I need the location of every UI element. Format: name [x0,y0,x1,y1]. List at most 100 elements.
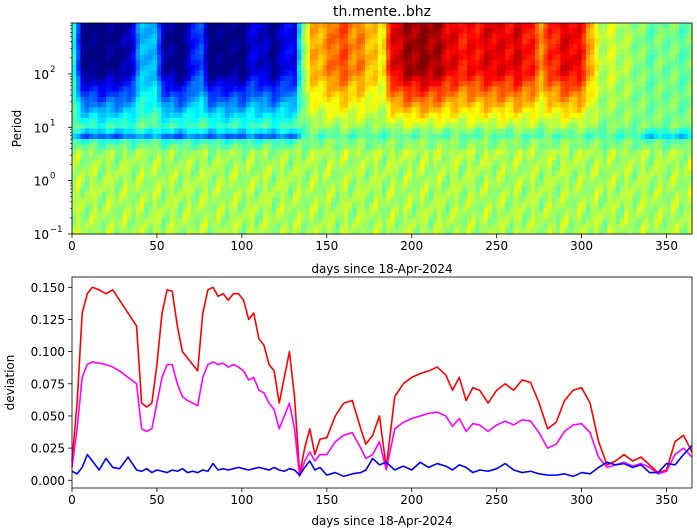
heatmap-cell [118,102,124,109]
heatmap-cell [152,81,158,87]
heatmap-cell [594,139,600,145]
heatmap-cell [297,202,302,209]
heatmap-cell [309,44,315,50]
heatmap-cell [331,186,336,193]
heatmap-cell [352,81,358,87]
heatmap-cell [233,197,239,203]
heatmap-cell [471,70,477,77]
heatmap-cell [318,107,324,114]
heatmap-cell [246,175,251,182]
heatmap-cell [471,128,477,135]
heatmap-cell [318,202,324,209]
heatmap-cell [360,202,366,209]
heatmap-cell [199,128,205,135]
heatmap-cell [250,65,256,72]
heatmap-cell [424,44,430,50]
heatmap-cell [72,191,77,198]
heatmap-cell [246,133,251,140]
heatmap-cell [517,128,523,135]
heatmap-cell [458,81,464,87]
heatmap-cell [127,86,133,93]
heatmap-cell [331,207,336,214]
heatmap-cell [284,144,290,151]
heatmap-cell [360,223,366,230]
heatmap-cell [386,175,392,182]
heatmap-cell [386,112,392,119]
heatmap-cell [182,186,188,193]
heatmap-cell [449,170,455,177]
heatmap-cell [500,139,506,145]
heatmap-cell [186,181,192,188]
heatmap-cell [93,28,99,35]
heatmap-cell [314,154,319,161]
heatmap-cell [458,207,464,214]
heatmap-cell [577,123,583,130]
heatmap-cell [343,133,349,140]
heatmap-cell [492,154,498,161]
heatmap-cell [284,139,290,145]
heatmap-cell [420,139,426,145]
heatmap-cell [390,112,396,119]
heatmap-cell [258,123,264,130]
heatmap-cell [271,149,277,156]
heatmap-cell [496,212,502,219]
heatmap-cell [458,218,464,225]
heatmap-cell [224,197,230,203]
heatmap-cell [258,59,264,66]
heatmap-cell [564,65,570,72]
heatmap-cell [343,59,349,66]
heatmap-cell [97,144,103,151]
heatmap-cell [93,81,99,87]
heatmap-cell [454,186,460,193]
heatmap-cell [322,207,328,214]
heatmap-cell [382,223,387,230]
heatmap-cell [551,175,557,182]
heatmap-cell [305,38,311,45]
heatmap-cell [573,181,578,188]
heatmap-cell [454,65,460,72]
heatmap-cell [348,54,353,61]
heatmap-cell [280,70,285,77]
heatmap-cell [118,191,124,198]
heatmap-cell [539,112,544,119]
heatmap-cell [547,197,553,203]
heatmap-cell [594,165,600,172]
heatmap-cell [271,117,277,124]
heatmap-cell [135,181,141,188]
heatmap-cell [411,117,417,124]
heatmap-cell [212,123,217,130]
heatmap-cell [343,81,349,87]
heatmap-cell [534,38,540,45]
heatmap-cell [97,197,103,203]
heatmap-cell [458,139,464,145]
heatmap-cell [165,165,171,172]
heatmap-cell [543,86,549,93]
heatmap-cell [471,212,477,219]
heatmap-cell [156,59,162,66]
heatmap-cell [420,181,426,188]
heatmap-cell [284,81,290,87]
heatmap-cell [161,218,167,225]
heatmap-cell [411,96,417,103]
heatmap-cell [93,23,99,29]
heatmap-cell [551,65,557,72]
heatmap-cell [394,38,400,45]
heatmap-cell [131,154,137,161]
heatmap-cell [492,96,498,103]
heatmap-cell [224,144,230,151]
heatmap-cell [369,65,375,72]
heatmap-cell [305,28,311,35]
heatmap-cell [585,28,591,35]
heatmap-cell [466,207,472,214]
heatmap-cell [288,54,294,61]
heatmap-cell [594,170,600,177]
heatmap-cell [254,117,260,124]
heatmap-cell [318,75,324,82]
heatmap-cell [305,202,311,209]
heatmap-cell [173,218,179,225]
heatmap-cell [76,170,82,177]
heatmap-cell [314,228,319,235]
heatmap-cell [301,54,307,61]
heatmap-cell [407,154,413,161]
heatmap-cell [182,223,188,230]
